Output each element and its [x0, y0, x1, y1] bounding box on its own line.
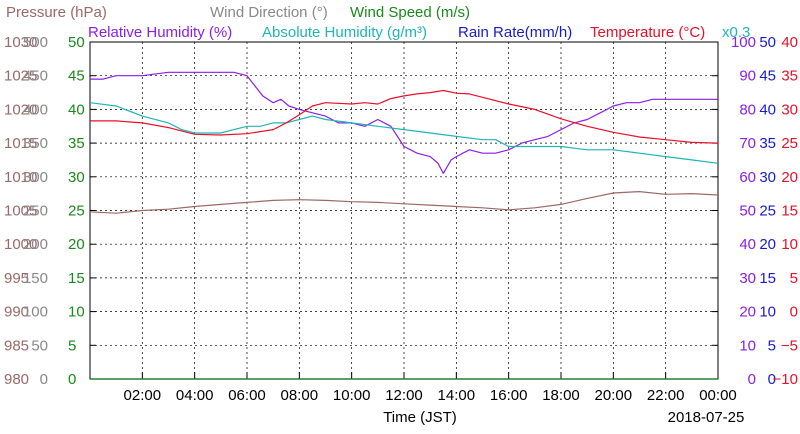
x-axis: 02:00 04:00 06:00 08:00 10:00 12:00 14:00 16:00…: [124, 372, 737, 404]
x-tick-label: 20:00: [595, 387, 633, 404]
y-tick-label-wind_direction: 100: [23, 304, 48, 321]
y-tick-label-wind_direction: 150: [23, 270, 48, 287]
x-tick-label: 22:00: [647, 387, 685, 404]
y-tick-label-wind_speed: 35: [68, 135, 85, 152]
y-tick-label-wind_speed: 45: [68, 68, 85, 85]
y-tick-label-rain_rate: 15: [759, 270, 776, 287]
y-tick-label-pressure: 990: [4, 304, 29, 321]
header-label: Temperature (°C): [590, 24, 705, 41]
y-tick-label-wind_speed: 50: [68, 34, 85, 51]
y-tick-label-temperature: −5: [781, 337, 798, 354]
x-tick-label: 04:00: [176, 387, 214, 404]
y-tick-label-temperature: 20: [781, 169, 798, 186]
y-tick-label-humidity: 90: [739, 68, 756, 85]
x-tick-label: 10:00: [333, 387, 371, 404]
y-tick-label-rain_rate: 30: [759, 169, 776, 186]
x-axis-label: Time (JST): [383, 409, 457, 426]
header-label: x0.3: [722, 24, 750, 41]
series-line-relative-humidity: [90, 71, 718, 174]
x-tick-label: 08:00: [281, 387, 319, 404]
y-tick-label-wind_direction: 400: [23, 101, 48, 118]
y-tick-label-pressure: 1025: [4, 68, 37, 85]
x-tick-label: 00:00: [699, 387, 737, 404]
header-label: Wind Direction (°): [210, 4, 328, 21]
y-tick-label-rain_rate: 20: [759, 236, 776, 253]
y-tick-label-humidity: 20: [739, 304, 756, 321]
y-tick-label-rain_rate: 45: [759, 68, 776, 85]
y-tick-label-pressure: 1020: [4, 101, 37, 118]
y-tick-label-temperature: 0: [790, 304, 798, 321]
x-tick-label: 12:00: [385, 387, 423, 404]
header-label: Wind Speed (m/s): [350, 4, 470, 21]
y-tick-label-wind_speed: 10: [68, 304, 85, 321]
chart-header: Pressure (hPa) Wind Direction (°) Wind Spe…: [6, 4, 750, 41]
y-tick-label-temperature: 25: [781, 135, 798, 152]
header-label: Absolute Humidity (g/m³): [262, 24, 427, 41]
y-tick-label-wind_speed: 15: [68, 270, 85, 287]
y-tick-label-wind_speed: 25: [68, 203, 85, 220]
header-label: Rain Rate(mm/h): [458, 24, 572, 41]
y-tick-label-rain_rate: 35: [759, 135, 776, 152]
y-tick-label-wind_direction: 0: [40, 371, 48, 388]
y-tick-label-wind_direction: 450: [23, 68, 48, 85]
y-tick-label-pressure: 985: [4, 337, 29, 354]
y-tick-label-wind_speed: 40: [68, 101, 85, 118]
x-tick-label: 14:00: [438, 387, 476, 404]
y-tick-label-humidity: 60: [739, 169, 756, 186]
y-tick-label-temperature: −10: [773, 371, 798, 388]
y-tick-label-wind_speed: 5: [68, 337, 76, 354]
y-tick-label-wind_direction: 350: [23, 135, 48, 152]
y-tick-label-rain_rate: 0: [768, 371, 776, 388]
y-tick-label-pressure: 1000: [4, 236, 37, 253]
y-axes: 9809859909951000100510101015102010251030…: [4, 34, 798, 388]
y-tick-label-wind_speed: 20: [68, 236, 85, 253]
y-tick-label-rain_rate: 25: [759, 203, 776, 220]
y-tick-label-humidity: 70: [739, 135, 756, 152]
y-tick-label-wind_speed: 30: [68, 169, 85, 186]
x-tick-label: 16:00: [490, 387, 528, 404]
date-label: 2018-07-25: [668, 409, 745, 426]
y-tick-label-temperature: 30: [781, 101, 798, 118]
y-tick-label-wind_direction: 200: [23, 236, 48, 253]
x-tick-label: 02:00: [124, 387, 162, 404]
y-tick-label-pressure: 995: [4, 270, 29, 287]
series-line-absolute-humidity: [89, 102, 719, 164]
y-tick-label-pressure: 1010: [4, 169, 37, 186]
y-tick-label-pressure: 980: [4, 371, 29, 388]
y-tick-label-temperature: 35: [781, 68, 798, 85]
y-tick-label-rain_rate: 10: [759, 304, 776, 321]
y-tick-label-rain_rate: 40: [759, 101, 776, 118]
series-line-temperature: [90, 89, 719, 144]
header-label: Relative Humidity (%): [88, 24, 232, 41]
y-tick-label-humidity: 10: [739, 337, 756, 354]
y-tick-label-temperature: 10: [781, 236, 798, 253]
y-tick-label-pressure: 1030: [4, 34, 37, 51]
y-tick-label-wind_direction: 250: [23, 203, 48, 220]
y-tick-label-rain_rate: 50: [759, 34, 776, 51]
y-tick-label-wind_direction: 50: [31, 337, 48, 354]
y-tick-label-pressure: 1015: [4, 135, 37, 152]
y-tick-label-temperature: 15: [781, 203, 798, 220]
grid-lines: [90, 42, 718, 379]
series-line-pressure: [89, 191, 719, 214]
y-tick-label-humidity: 30: [739, 270, 756, 287]
series-group: [89, 71, 719, 380]
y-tick-label-wind_speed: 0: [68, 371, 76, 388]
y-tick-label-wind_direction: 300: [23, 169, 48, 186]
y-tick-label-pressure: 1005: [4, 203, 37, 220]
x-tick-label: 06:00: [228, 387, 266, 404]
y-tick-label-humidity: 50: [739, 203, 756, 220]
y-tick-label-humidity: 100: [731, 34, 756, 51]
y-tick-label-humidity: 40: [739, 236, 756, 253]
y-tick-label-humidity: 0: [748, 371, 756, 388]
y-tick-label-temperature: 5: [790, 270, 798, 287]
y-tick-label-rain_rate: 5: [768, 337, 776, 354]
y-tick-label-temperature: 40: [781, 34, 798, 51]
y-tick-label-humidity: 80: [739, 101, 756, 118]
header-label: Pressure (hPa): [6, 4, 107, 21]
x-tick-label: 18:00: [542, 387, 580, 404]
y-tick-label-wind_direction: 500: [23, 34, 48, 51]
